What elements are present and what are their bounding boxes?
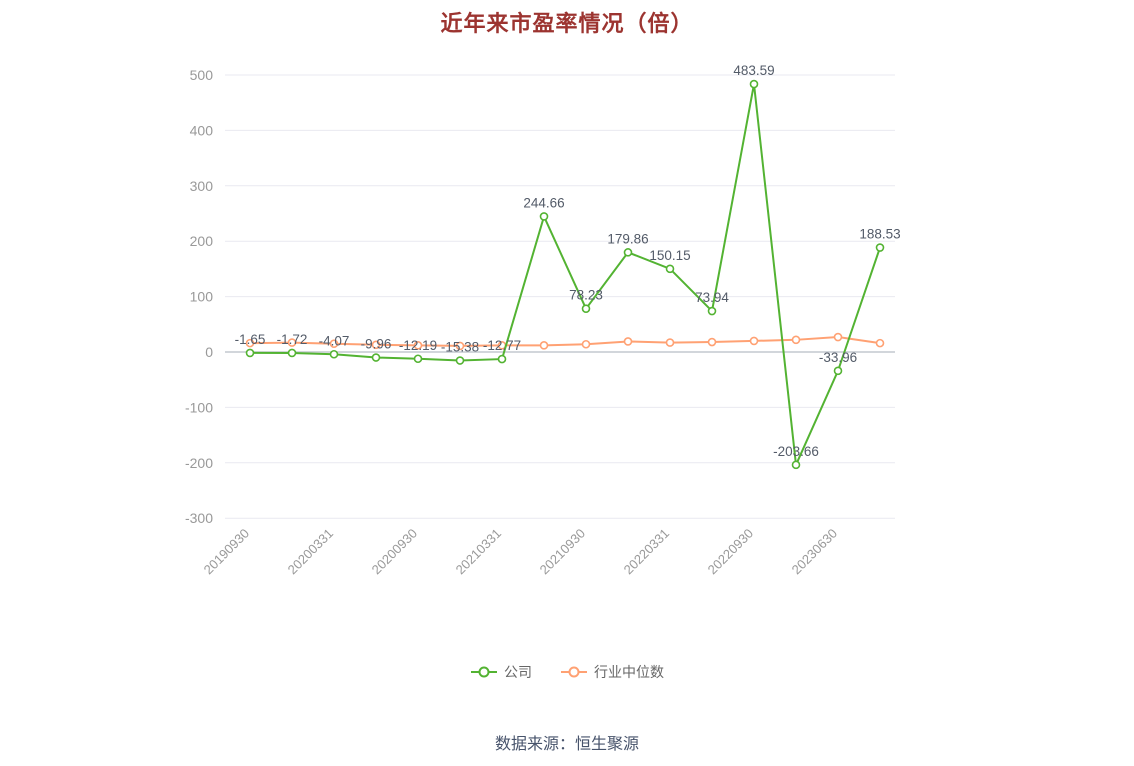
industry-median-series-marker-icon (561, 666, 587, 678)
svg-text:20220930: 20220930 (705, 526, 757, 578)
svg-text:-33.96: -33.96 (819, 350, 857, 365)
legend-label-industry-median: 行业中位数 (594, 664, 664, 680)
legend-label-company: 公司 (504, 664, 532, 680)
svg-text:188.53: 188.53 (859, 227, 900, 242)
svg-text:150.15: 150.15 (649, 248, 690, 263)
svg-text:-4.07: -4.07 (319, 333, 350, 348)
svg-text:100: 100 (190, 289, 214, 305)
svg-text:-203.66: -203.66 (773, 444, 819, 459)
company-series-marker-icon (471, 666, 497, 678)
svg-text:483.59: 483.59 (733, 63, 774, 78)
svg-text:20210930: 20210930 (537, 526, 589, 578)
svg-text:-15.38: -15.38 (441, 340, 479, 355)
data-source-note: 数据来源：恒生聚源 (494, 736, 639, 753)
legend-item-industry-median[interactable]: 行业中位数 (560, 662, 664, 682)
svg-text:-300: -300 (185, 510, 213, 526)
svg-text:20200331: 20200331 (285, 526, 337, 578)
svg-text:179.86: 179.86 (607, 231, 648, 246)
svg-text:-12.19: -12.19 (399, 338, 437, 353)
svg-text:20220331: 20220331 (621, 526, 673, 578)
legend-item-company[interactable]: 公司 (470, 662, 532, 682)
svg-text:-100: -100 (185, 399, 213, 415)
svg-text:20210331: 20210331 (453, 526, 505, 578)
svg-text:20200930: 20200930 (369, 526, 421, 578)
svg-text:500: 500 (190, 67, 214, 83)
svg-text:20230630: 20230630 (789, 526, 841, 578)
svg-text:300: 300 (190, 178, 214, 194)
svg-text:20190930: 20190930 (201, 526, 253, 578)
svg-text:-1.72: -1.72 (277, 332, 308, 347)
svg-text:244.66: 244.66 (523, 195, 564, 210)
chart-legend: 公司 行业中位数 (0, 662, 1134, 682)
industry-legend-circle (568, 666, 580, 678)
svg-text:-200: -200 (185, 455, 213, 471)
company-legend-circle (478, 666, 490, 678)
svg-text:-1.65: -1.65 (235, 332, 266, 347)
svg-text:200: 200 (190, 233, 214, 249)
chart-title: 近年来市盈率情况（倍） (440, 11, 694, 36)
svg-text:-9.96: -9.96 (361, 337, 392, 352)
svg-text:-12.77: -12.77 (483, 338, 521, 353)
svg-text:73.94: 73.94 (695, 290, 729, 305)
svg-text:400: 400 (190, 122, 214, 138)
svg-text:0: 0 (205, 344, 213, 360)
svg-text:78.23: 78.23 (569, 288, 603, 303)
